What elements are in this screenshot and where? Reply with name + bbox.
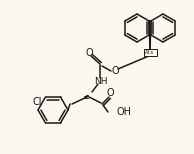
FancyBboxPatch shape bbox=[144, 49, 157, 55]
Text: O: O bbox=[106, 88, 114, 98]
Text: OH: OH bbox=[116, 107, 131, 117]
Text: Cl: Cl bbox=[33, 97, 42, 107]
Text: O: O bbox=[85, 48, 93, 58]
Text: NH: NH bbox=[94, 77, 108, 85]
Text: O: O bbox=[111, 66, 119, 76]
Text: Als: Als bbox=[145, 49, 155, 55]
